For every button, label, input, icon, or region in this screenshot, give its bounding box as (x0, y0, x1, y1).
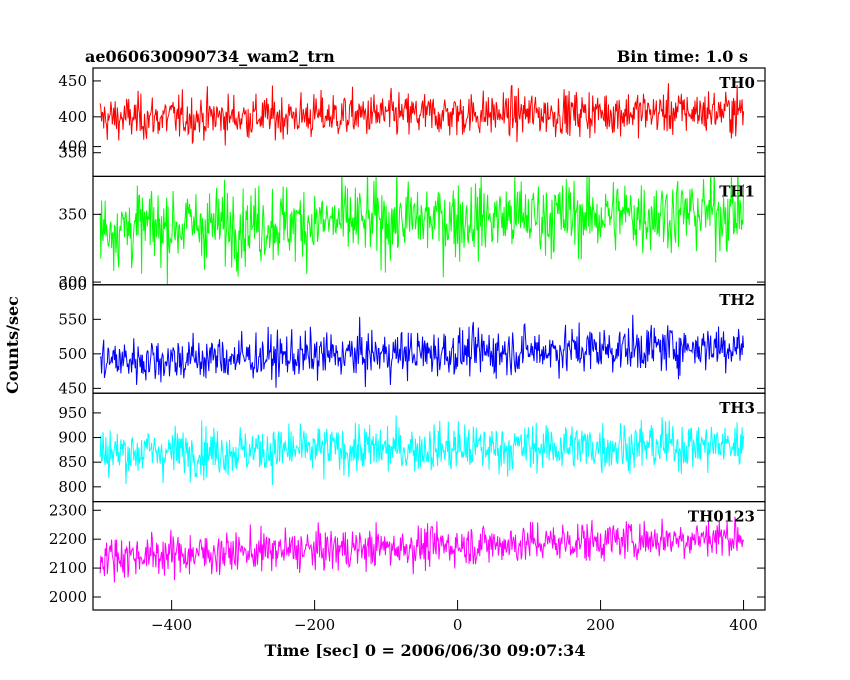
x-tick-label: −400 (151, 616, 192, 634)
panel-label-th1: TH1 (719, 182, 755, 200)
y-tick-label: 900 (58, 429, 87, 447)
y-tick-label: 800 (58, 478, 87, 496)
x-tick-label: 400 (729, 616, 758, 634)
series-th3 (99, 415, 745, 485)
y-tick-label: 450 (58, 379, 87, 397)
y-tick-label: 350 (58, 205, 87, 223)
y-tick-label: 350 (58, 144, 87, 162)
series-th1 (99, 176, 745, 285)
panel-label-th0: TH0 (719, 74, 755, 92)
x-tick-label: 200 (586, 616, 615, 634)
y-tick-label: 450 (58, 72, 87, 90)
y-tick-label: 2300 (49, 501, 87, 519)
series-th0 (99, 83, 745, 146)
x-axis: −400 −200 0 200 400 (151, 600, 758, 634)
panel-frame (92, 501, 766, 611)
series-th2 (99, 314, 745, 388)
y-tick-label: 300 (58, 273, 87, 291)
x-axis-title: Time [sec] 0 = 2006/06/30 09:07:34 (265, 641, 586, 660)
y-tick-label: 600 (58, 276, 87, 294)
y-axis-title: Counts/sec (3, 296, 22, 394)
y-tick-label: 2000 (49, 588, 87, 606)
panel-th2: 450 500 550 600 TH2 (58, 276, 766, 397)
y-tick-label: 400 (58, 108, 87, 126)
panel-label-th2: TH2 (719, 291, 755, 309)
panel-th3: 800 850 900 950 TH3 (58, 392, 766, 503)
panel-label-th0123: TH0123 (688, 508, 755, 526)
panel-frame (92, 284, 766, 394)
y-tick-label: 850 (58, 453, 87, 471)
bin-time-label: Bin time: 1.0 s (617, 47, 748, 66)
x-tick-label: 0 (453, 616, 463, 634)
y-tick-label: 950 (58, 404, 87, 422)
panel-th0123: 2000 2100 2200 2300 TH0123 (49, 501, 766, 611)
y-tick-label: 2100 (49, 559, 87, 577)
chart-title: ae060630090734_wam2_trn (85, 47, 335, 66)
x-tick-label: −200 (294, 616, 335, 634)
y-tick-label: 550 (58, 310, 87, 328)
series-th0123 (99, 516, 745, 583)
y-tick-label: 2200 (49, 530, 87, 548)
panel-label-th3: TH3 (719, 399, 755, 417)
y-tick-label: 500 (58, 345, 87, 363)
y-tick-label: 400 (58, 138, 87, 156)
